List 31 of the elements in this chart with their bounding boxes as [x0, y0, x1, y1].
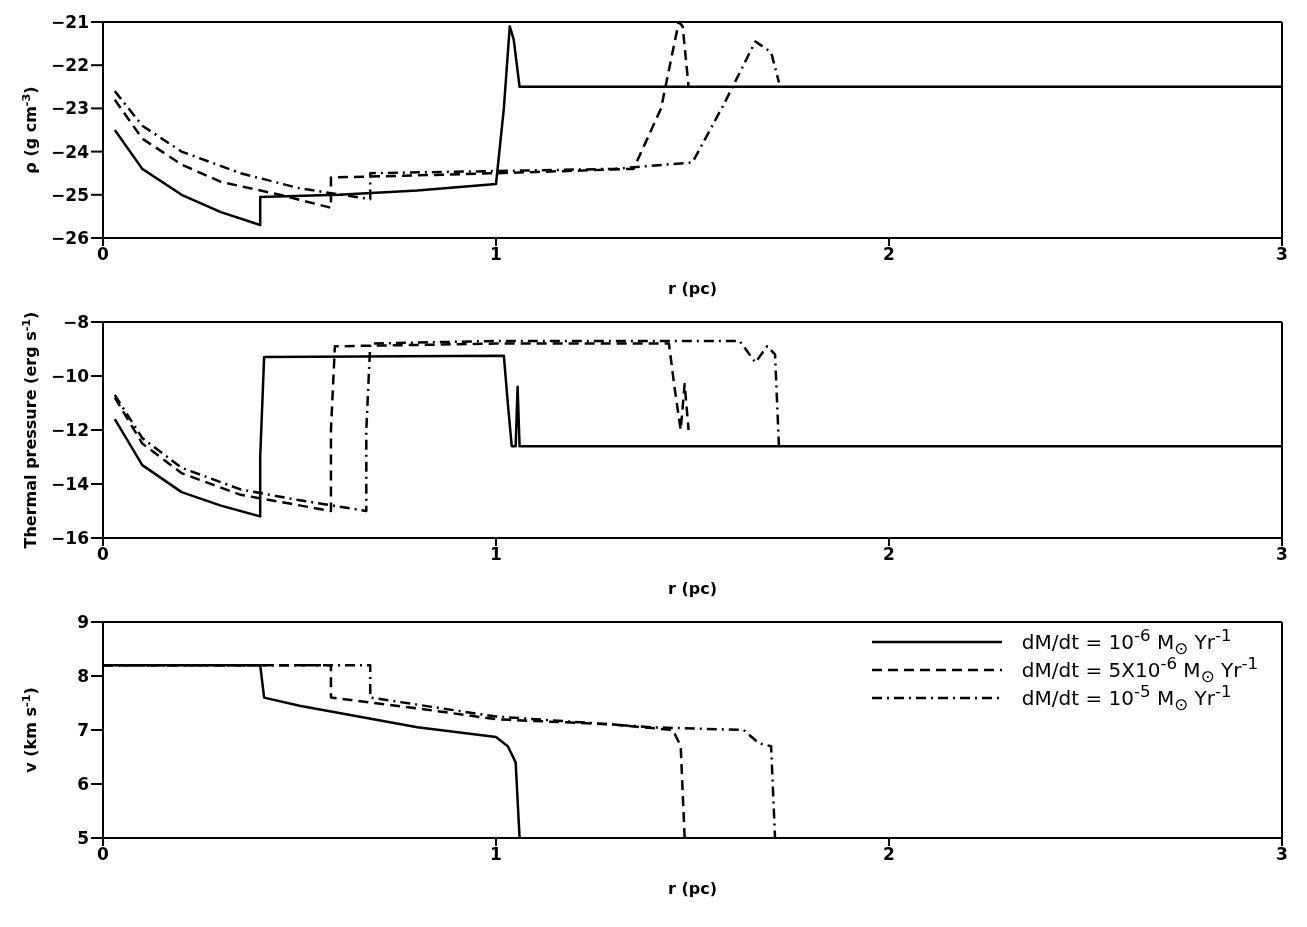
x-tick-label: 3 [1276, 244, 1288, 265]
x-axis-title: r (pc) [667, 579, 718, 598]
y-tick-label: −8 [62, 312, 89, 333]
x-tick-label: 0 [97, 244, 110, 265]
x-axis-title: r (pc) [667, 279, 718, 298]
y-tick-label: −16 [51, 528, 89, 549]
y-tick-label: −10 [51, 366, 90, 387]
y-tick-label: −26 [51, 228, 89, 249]
y-tick-label: −22 [51, 55, 89, 76]
x-tick-label: 1 [490, 544, 502, 565]
x-tick-label: 3 [1276, 844, 1288, 865]
x-tick-label: 1 [490, 244, 502, 265]
y-tick-label: 8 [77, 666, 89, 687]
x-tick-label: 0 [97, 844, 110, 865]
x-tick-label: 2 [883, 244, 895, 265]
y-tick-label: 6 [77, 774, 89, 795]
y-tick-label: −14 [51, 474, 90, 495]
y-tick-label: −21 [51, 12, 89, 33]
y-tick-label: −12 [51, 420, 89, 441]
x-tick-label: 0 [97, 544, 110, 565]
y-tick-label: −23 [51, 98, 89, 119]
x-tick-label: 1 [490, 844, 502, 865]
y-tick-label: 5 [77, 828, 89, 849]
x-axis-title: r (pc) [667, 879, 718, 898]
y-tick-label: 7 [77, 720, 89, 741]
y-tick-label: 9 [77, 612, 89, 633]
x-tick-label: 2 [883, 844, 895, 865]
x-tick-label: 3 [1276, 544, 1288, 565]
y-tick-label: −24 [51, 141, 90, 162]
y-tick-label: −25 [51, 184, 89, 205]
x-tick-label: 2 [883, 544, 895, 565]
